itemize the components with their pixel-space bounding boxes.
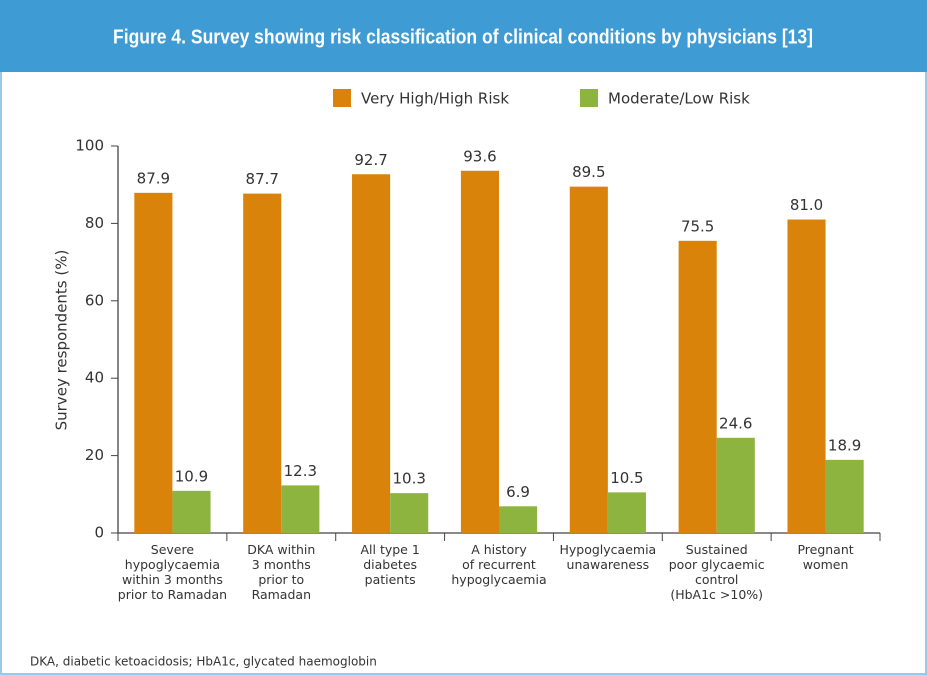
bar: [716, 437, 755, 533]
value-label: 10.3: [392, 470, 425, 488]
bar: [460, 170, 499, 533]
value-label: 81.0: [790, 196, 823, 214]
bar: [825, 459, 864, 533]
value-label: 92.7: [354, 151, 387, 169]
y-tick-label: 0: [94, 524, 104, 542]
x-tick-label: A history of recurrent hypoglycaemia: [451, 542, 547, 587]
x-tick-label: Sustained poor glycaemic control (HbA1c …: [668, 542, 765, 602]
x-tick-label: Pregnant women: [797, 542, 854, 572]
value-label: 10.9: [175, 467, 208, 485]
x-tick-label: Severe hypoglycaemia within 3 months pri…: [117, 542, 228, 602]
bar: [569, 186, 608, 533]
bar: [678, 240, 717, 533]
chart-title: Figure 4. Survey showing risk classifica…: [113, 26, 813, 48]
footnote: DKA, diabetic ketoacidosis; HbA1c, glyca…: [30, 655, 377, 669]
value-label: 75.5: [681, 217, 714, 235]
y-tick-label: 100: [75, 137, 104, 155]
legend-label: Very High/High Risk: [361, 90, 509, 108]
y-tick-label: 60: [85, 291, 104, 309]
bar: [390, 493, 429, 533]
bar: [352, 174, 391, 533]
y-axis-label: Survey respondents (%): [53, 250, 71, 431]
value-label: 24.6: [719, 414, 752, 432]
legend-swatch: [580, 89, 598, 107]
y-tick-label: 20: [85, 446, 104, 464]
x-tick-label: DKA within 3 months prior to Ramadan: [247, 542, 316, 602]
legend-swatch: [333, 89, 351, 107]
value-label: 87.7: [246, 170, 279, 188]
bar: [243, 193, 282, 533]
value-label: 6.9: [506, 483, 530, 501]
bar: [787, 219, 826, 533]
value-label: 89.5: [572, 163, 605, 181]
bar: [499, 506, 538, 533]
value-label: 87.9: [137, 169, 170, 187]
y-tick-label: 80: [85, 214, 104, 232]
y-tick-label: 40: [85, 369, 104, 387]
title-banner: [0, 0, 927, 72]
value-label: 12.3: [284, 462, 317, 480]
value-label: 18.9: [828, 436, 861, 454]
value-label: 10.5: [610, 469, 643, 487]
bar: [134, 192, 173, 533]
x-tick-label: All type 1 diabetes patients: [360, 542, 420, 587]
bar: [281, 485, 320, 533]
bar: [607, 492, 646, 533]
bar: [172, 490, 211, 533]
x-tick-label: Hypoglycaemia unawareness: [559, 542, 657, 572]
value-label: 93.6: [463, 147, 496, 165]
legend-label: Moderate/Low Risk: [608, 90, 750, 108]
